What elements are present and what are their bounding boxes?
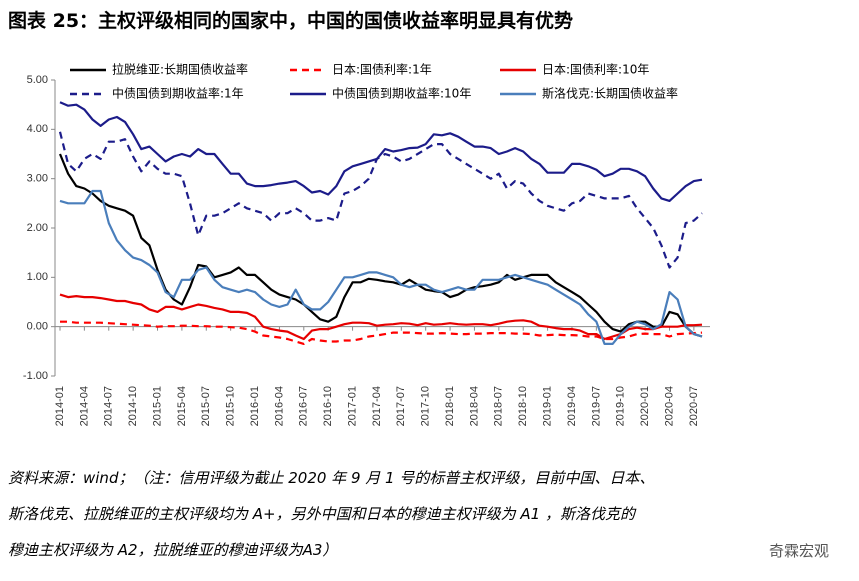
x-tick-label: 2018-07 xyxy=(493,386,505,426)
chart: -1.00 0.00 1.00 2.00 3.00 4.00 5.00 2014-01 2014… xyxy=(23,62,710,426)
notes: 资料来源：wind；（注：信用评级为截止 2020 年 9 月 1 号的标普主权… xyxy=(8,458,654,566)
legend-label: 日本:国债利率:10年 xyxy=(542,62,649,77)
x-tick-label: 2020-07 xyxy=(688,386,700,426)
x-tick-label: 2016-07 xyxy=(298,386,310,426)
x-tick-label: 2019-04 xyxy=(566,386,578,426)
x-tick-label: 2014-10 xyxy=(127,386,139,426)
note-line: 斯洛伐克、拉脱维亚的主权评级均为 A+，另外中国和日本的穆迪主权评级为 A1 ，… xyxy=(8,505,635,523)
y-tick-label: 5.00 xyxy=(27,74,48,86)
x-tick-label: 2017-10 xyxy=(420,386,432,426)
title: 图表 25：主权评级相同的国家中，中国的国债收益率明显具有优势 xyxy=(8,10,574,32)
x-tick-label: 2017-07 xyxy=(395,386,407,426)
x-tick-label: 2020-01 xyxy=(639,386,651,426)
series-line xyxy=(58,131,703,269)
x-tick-label: 2016-01 xyxy=(249,386,261,426)
y-tick-label: 0.00 xyxy=(27,321,48,333)
x-tick-label: 2016-04 xyxy=(273,386,285,426)
series-line xyxy=(60,320,703,345)
y-tick-label: 1.00 xyxy=(27,271,48,283)
y-tick-label: 2.00 xyxy=(27,222,48,234)
x-tick-label: 2019-10 xyxy=(615,386,627,426)
x-tick-label: 2015-04 xyxy=(176,386,188,426)
legend-label: 拉脱维亚:长期国债收益率 xyxy=(112,62,248,77)
series-line xyxy=(59,293,703,341)
legend-label: 日本:国债利率:1年 xyxy=(332,62,432,77)
x-tick-label: 2014-07 xyxy=(103,386,115,426)
x-tick-label: 2016-10 xyxy=(322,386,334,426)
x-tick-label: 2014-01 xyxy=(54,386,66,426)
x-tick-label: 2018-01 xyxy=(444,386,456,426)
legend-label: 斯洛伐克:长期国债收益率 xyxy=(542,86,678,101)
series-line xyxy=(59,101,703,202)
x-tick-label: 2015-10 xyxy=(225,386,237,426)
x-tick-label: 2018-10 xyxy=(517,386,529,426)
legend-label: 中债国债到期收益率:10年 xyxy=(332,86,471,101)
legend-label: 中债国债到期收益率:1年 xyxy=(112,86,244,101)
x-tick-label: 2017-04 xyxy=(371,386,383,426)
x-tick-label: 2018-04 xyxy=(468,386,480,426)
x-tick-label: 2019-01 xyxy=(542,386,554,426)
series-line xyxy=(58,153,703,338)
y-tick-label: 3.00 xyxy=(27,173,48,185)
series-line xyxy=(59,189,703,345)
watermark: 奇霖宏观 xyxy=(768,542,829,560)
x-tick-label: 2015-07 xyxy=(200,386,212,426)
x-tick-label: 2014-04 xyxy=(78,386,90,426)
y-tick-label: -1.00 xyxy=(23,370,48,382)
x-tick-label: 2017-01 xyxy=(346,386,358,426)
x-tick-label: 2019-07 xyxy=(590,386,602,426)
y-tick-label: 4.00 xyxy=(27,123,48,135)
note-line: 资料来源：wind；（注：信用评级为截止 2020 年 9 月 1 号的标普主权… xyxy=(8,469,655,487)
x-tick-label: 2015-01 xyxy=(151,386,163,426)
note-line: 穆迪主权评级为 A2，拉脱维亚的穆迪评级为A3） xyxy=(8,541,338,559)
x-tick-label: 2020-04 xyxy=(663,386,675,426)
